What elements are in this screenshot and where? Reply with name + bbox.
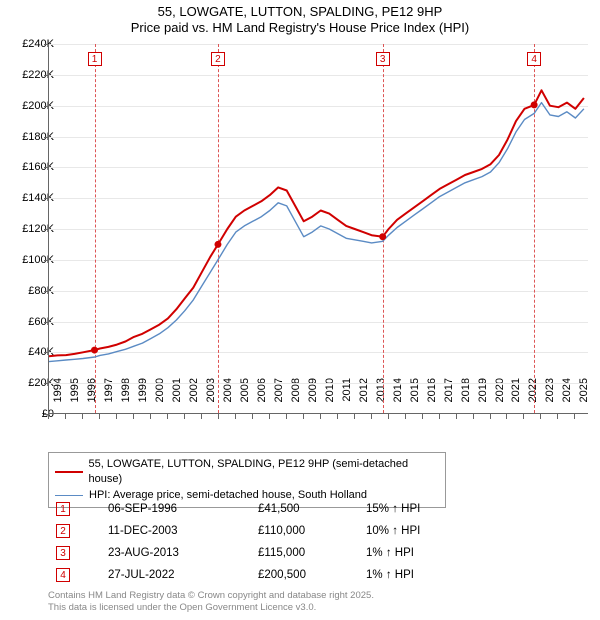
- legend-swatch: [55, 471, 83, 473]
- xtick-mark: [337, 414, 338, 419]
- transaction-marker: 4: [56, 568, 70, 582]
- xtick-mark: [506, 414, 507, 419]
- xtick-mark: [167, 414, 168, 419]
- xtick-mark: [116, 414, 117, 419]
- transaction-pct: 10% ↑ HPI: [366, 525, 476, 537]
- xtick-mark: [540, 414, 541, 419]
- transaction-price: £110,000: [258, 525, 366, 537]
- series-hpi: [49, 103, 584, 362]
- transaction-point: [214, 241, 221, 248]
- xtick-mark: [235, 414, 236, 419]
- transaction-point: [379, 233, 386, 240]
- xtick-mark: [523, 414, 524, 419]
- transaction-marker: 3: [56, 546, 70, 560]
- marker-box: 3: [376, 52, 390, 66]
- transaction-price: £200,500: [258, 569, 366, 581]
- footer-line2: This data is licensed under the Open Gov…: [48, 602, 374, 614]
- transaction-point: [91, 347, 98, 354]
- xtick-mark: [269, 414, 270, 419]
- xtick-mark: [490, 414, 491, 419]
- transaction-date: 27-JUL-2022: [108, 569, 258, 581]
- xtick-mark: [320, 414, 321, 419]
- title-subtitle: Price paid vs. HM Land Registry's House …: [0, 20, 600, 36]
- footer-line1: Contains HM Land Registry data © Crown c…: [48, 590, 374, 602]
- title-block: 55, LOWGATE, LUTTON, SPALDING, PE12 9HP …: [0, 0, 600, 37]
- transaction-marker: 2: [56, 524, 70, 538]
- xtick-mark: [354, 414, 355, 419]
- marker-box: 4: [527, 52, 541, 66]
- marker-box: 1: [88, 52, 102, 66]
- transaction-price: £115,000: [258, 547, 366, 559]
- title-address: 55, LOWGATE, LUTTON, SPALDING, PE12 9HP: [0, 4, 600, 20]
- transaction-date: 06-SEP-1996: [108, 503, 258, 515]
- xtick-mark: [574, 414, 575, 419]
- transactions-table: 1 06-SEP-1996£41,50015% ↑ HPI 2 11-DEC-2003…: [56, 498, 476, 586]
- legend-row: 55, LOWGATE, LUTTON, SPALDING, PE12 9HP …: [55, 457, 439, 488]
- series-price-paid: [49, 90, 584, 356]
- chart-container: 55, LOWGATE, LUTTON, SPALDING, PE12 9HP …: [0, 0, 600, 620]
- xtick-mark: [99, 414, 100, 419]
- transaction-marker: 1: [56, 502, 70, 516]
- transaction-row: 4 27-JUL-2022£200,5001% ↑ HPI: [56, 564, 476, 586]
- transaction-date: 23-AUG-2013: [108, 547, 258, 559]
- transaction-point: [531, 101, 538, 108]
- xtick-mark: [473, 414, 474, 419]
- transaction-pct: 1% ↑ HPI: [366, 547, 476, 559]
- footer-attribution: Contains HM Land Registry data © Crown c…: [48, 590, 374, 614]
- transaction-date: 11-DEC-2003: [108, 525, 258, 537]
- xtick-mark: [133, 414, 134, 419]
- xtick-mark: [48, 414, 49, 419]
- xtick-mark: [456, 414, 457, 419]
- xtick-mark: [371, 414, 372, 419]
- line-series-svg: [49, 44, 588, 413]
- transaction-row: 3 23-AUG-2013£115,0001% ↑ HPI: [56, 542, 476, 564]
- xtick-mark: [65, 414, 66, 419]
- xtick-mark: [252, 414, 253, 419]
- transaction-pct: 1% ↑ HPI: [366, 569, 476, 581]
- marker-box: 2: [211, 52, 225, 66]
- plot-area: 1 2 3 4: [48, 44, 588, 414]
- transaction-row: 1 06-SEP-1996£41,50015% ↑ HPI: [56, 498, 476, 520]
- xtick-mark: [303, 414, 304, 419]
- legend-label: 55, LOWGATE, LUTTON, SPALDING, PE12 9HP …: [89, 457, 439, 488]
- xtick-mark: [557, 414, 558, 419]
- xtick-mark: [405, 414, 406, 419]
- xtick-mark: [388, 414, 389, 419]
- xtick-mark: [201, 414, 202, 419]
- legend-swatch: [55, 495, 83, 496]
- transaction-pct: 15% ↑ HPI: [366, 503, 476, 515]
- transaction-price: £41,500: [258, 503, 366, 515]
- xtick-mark: [439, 414, 440, 419]
- transaction-row: 2 11-DEC-2003£110,00010% ↑ HPI: [56, 520, 476, 542]
- xtick-mark: [422, 414, 423, 419]
- xtick-mark: [286, 414, 287, 419]
- xtick-mark: [150, 414, 151, 419]
- xtick-mark: [82, 414, 83, 419]
- xtick-mark: [184, 414, 185, 419]
- xtick-mark: [218, 414, 219, 419]
